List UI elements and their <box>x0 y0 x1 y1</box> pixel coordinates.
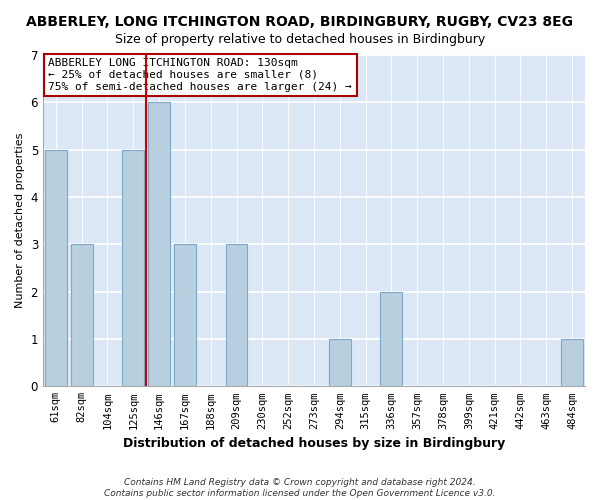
Bar <box>122 150 144 386</box>
Bar <box>380 292 403 386</box>
Text: Contains HM Land Registry data © Crown copyright and database right 2024.
Contai: Contains HM Land Registry data © Crown c… <box>104 478 496 498</box>
Bar <box>45 150 67 386</box>
Bar <box>148 102 170 387</box>
Text: ABBERLEY, LONG ITCHINGTON ROAD, BIRDINGBURY, RUGBY, CV23 8EG: ABBERLEY, LONG ITCHINGTON ROAD, BIRDINGB… <box>26 15 574 29</box>
Y-axis label: Number of detached properties: Number of detached properties <box>15 133 25 308</box>
Bar <box>174 244 196 386</box>
Bar <box>329 339 351 386</box>
Bar <box>226 244 247 386</box>
Bar <box>71 244 92 386</box>
Bar <box>561 339 583 386</box>
X-axis label: Distribution of detached houses by size in Birdingbury: Distribution of detached houses by size … <box>123 437 505 450</box>
Text: Size of property relative to detached houses in Birdingbury: Size of property relative to detached ho… <box>115 32 485 46</box>
Text: ABBERLEY LONG ITCHINGTON ROAD: 130sqm
← 25% of detached houses are smaller (8)
7: ABBERLEY LONG ITCHINGTON ROAD: 130sqm ← … <box>49 58 352 92</box>
